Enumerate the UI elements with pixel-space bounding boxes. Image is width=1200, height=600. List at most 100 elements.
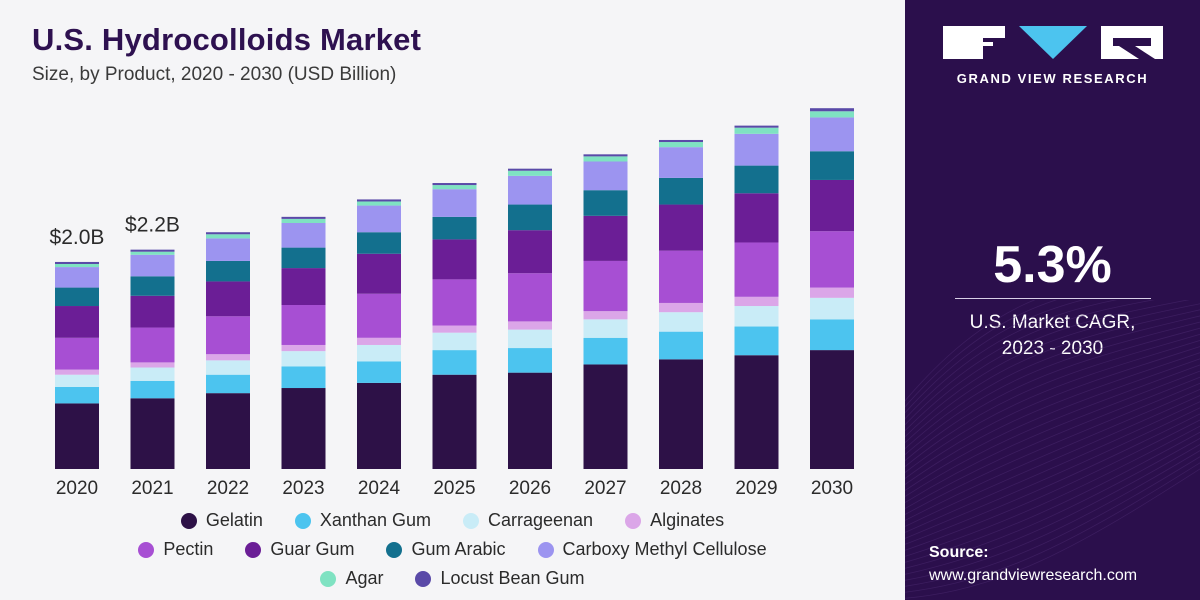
bar-segment-xanthan-gum-2029 <box>734 326 779 356</box>
legend-label: Pectin <box>163 539 214 559</box>
bar-segment-agar-2020 <box>55 264 99 268</box>
pattern-line <box>905 419 1200 551</box>
bar-segment-pectin-2023 <box>281 305 326 345</box>
pattern-line <box>905 376 1200 509</box>
pattern-line <box>905 456 1200 587</box>
bar-segment-carboxy-methyl-cellulose-2026 <box>508 175 552 205</box>
bar-segment-agar-2024 <box>357 201 401 206</box>
divider <box>955 298 1151 299</box>
bar-segment-xanthan-gum-2030 <box>810 319 854 351</box>
legend-swatch-icon <box>245 541 262 558</box>
legend-swatch-icon <box>415 570 432 587</box>
bar-segment-carrageenan-2022 <box>206 360 250 375</box>
pattern-line <box>905 395 1200 527</box>
bar-segment-xanthan-gum-2024 <box>357 361 401 383</box>
legend-row: Gelatin Xanthan Gum Carrageenan Alginates <box>0 506 905 535</box>
bar-segment-locust-bean-gum-2020 <box>55 261 99 264</box>
bar-segment-gelatin-2022 <box>206 393 250 469</box>
legend-label: Carboxy Methyl Cellulose <box>562 539 767 559</box>
pattern-line <box>905 382 1200 515</box>
pattern-line <box>905 327 1200 462</box>
bar-segment-agar-2021 <box>130 251 175 255</box>
bar-segment-carboxy-methyl-cellulose-2022 <box>206 238 250 261</box>
bar-segment-pectin-2022 <box>206 316 250 355</box>
bar-total-label: $2.0B <box>50 226 105 249</box>
legend-swatch-icon <box>625 512 642 529</box>
legend-item: Gelatin <box>180 510 263 531</box>
x-tick-label: 2020 <box>56 478 98 499</box>
pattern-line <box>905 425 1200 557</box>
bar-segment-gum-arabic-2029 <box>734 165 779 194</box>
bar-segment-agar-2027 <box>583 156 628 162</box>
legend-swatch-icon <box>537 541 554 558</box>
pattern-line <box>905 370 1200 503</box>
pattern-line <box>905 300 1036 402</box>
bar-segment-agar-2028 <box>659 142 703 148</box>
bar-segment-alginates-2028 <box>659 302 703 313</box>
legend-item: Locust Bean Gum <box>415 568 585 589</box>
cagr-value: 5.3% <box>993 236 1112 294</box>
pattern-line <box>905 300 1085 414</box>
pattern-line <box>905 315 1200 450</box>
bar-segment-carboxy-methyl-cellulose-2021 <box>130 254 175 277</box>
x-tick-label: 2028 <box>660 478 702 499</box>
x-tick-label: 2024 <box>358 478 401 499</box>
legend-label: Locust Bean Gum <box>440 568 585 588</box>
bar-segment-pectin-2028 <box>659 250 703 303</box>
legend-item: Guar Gum <box>245 539 354 560</box>
bar-segment-carrageenan-2029 <box>734 306 779 327</box>
bar-segment-carrageenan-2028 <box>659 312 703 332</box>
bar-segment-carboxy-methyl-cellulose-2023 <box>281 223 326 248</box>
bar-segment-guar-gum-2022 <box>206 281 250 317</box>
pattern-line <box>905 309 1200 444</box>
legend-swatch-icon <box>138 541 155 558</box>
x-tick-label: 2023 <box>282 478 324 499</box>
pattern-line <box>905 401 1200 533</box>
bar-segment-carrageenan-2025 <box>432 332 477 351</box>
bar-segment-pectin-2024 <box>357 293 401 338</box>
bar-segment-carboxy-methyl-cellulose-2029 <box>734 133 779 166</box>
bar-segment-pectin-2020 <box>55 337 99 370</box>
bar-segment-locust-bean-gum-2021 <box>130 249 175 252</box>
gvr-logo-icon <box>943 26 1163 59</box>
legend-label: Gelatin <box>205 510 263 530</box>
bar-segment-gum-arabic-2021 <box>130 276 175 296</box>
bar-segment-guar-gum-2028 <box>659 204 703 251</box>
bar-segment-pectin-2021 <box>130 327 175 363</box>
bar-segment-alginates-2030 <box>810 287 854 298</box>
bar-segment-locust-bean-gum-2026 <box>508 168 552 171</box>
pattern-line <box>905 388 1200 521</box>
bar-segment-gelatin-2027 <box>583 364 628 469</box>
bar-segment-alginates-2022 <box>206 354 250 361</box>
bar-segment-guar-gum-2029 <box>734 193 779 243</box>
bar-segment-pectin-2026 <box>508 273 552 322</box>
bar-segment-carboxy-methyl-cellulose-2025 <box>432 189 477 217</box>
bar-segment-gelatin-2023 <box>281 388 326 469</box>
legend-item: Pectin <box>138 539 213 560</box>
source-label: Source: <box>929 544 989 561</box>
bar-segment-guar-gum-2023 <box>281 268 326 305</box>
bar-segment-xanthan-gum-2027 <box>583 337 628 365</box>
sidebar: GRAND VIEW RESEARCH 5.3% U.S. Market CAG… <box>905 0 1200 600</box>
stacked-bar-chart: 2020 2021 2022 2023 2024 2025 2026 2027 2028 2029… <box>50 108 854 499</box>
pattern-line <box>905 300 1155 426</box>
legend-item: Alginates <box>625 510 724 531</box>
bar-segment-gum-arabic-2022 <box>206 260 250 282</box>
bar-segment-carrageenan-2023 <box>281 351 326 367</box>
bar-segment-gum-arabic-2027 <box>583 190 628 216</box>
bar-segment-carrageenan-2026 <box>508 329 552 349</box>
bar-segment-gelatin-2026 <box>508 372 552 469</box>
bar-segment-locust-bean-gum-2029 <box>734 125 779 128</box>
legend-swatch-icon <box>462 512 479 529</box>
bar-segment-agar-2030 <box>810 111 854 118</box>
pattern-line <box>905 450 1200 581</box>
bar-segment-carboxy-methyl-cellulose-2024 <box>357 205 401 233</box>
bar-segment-agar-2025 <box>432 185 477 190</box>
chart-legend: Gelatin Xanthan Gum Carrageenan Alginates Pe… <box>0 506 905 593</box>
pattern-line <box>905 462 1200 593</box>
bar-segment-locust-bean-gum-2022 <box>206 232 250 235</box>
bar-segment-agar-2023 <box>281 218 326 223</box>
bar-segment-gelatin-2025 <box>432 374 477 469</box>
bar-segment-carboxy-methyl-cellulose-2020 <box>55 267 99 288</box>
